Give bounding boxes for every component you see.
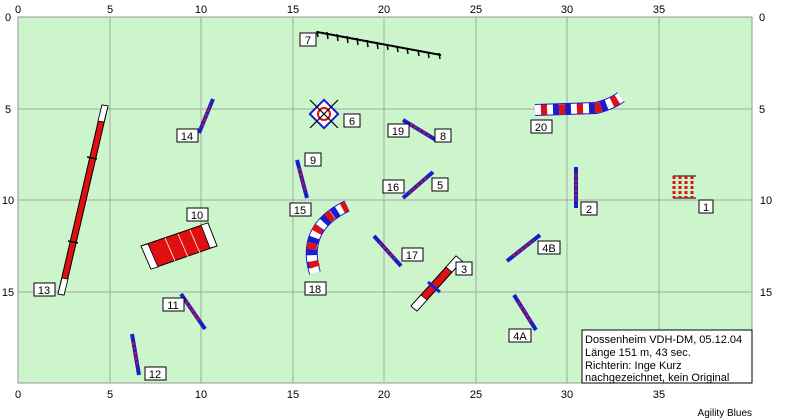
x-tick-label: 30 xyxy=(561,4,573,16)
jump-obstacle xyxy=(401,170,435,200)
svg-text:17: 17 xyxy=(406,250,418,262)
obstacle-label-3: 3 xyxy=(455,261,473,276)
obstacle-label-5: 5 xyxy=(431,177,449,192)
jump-obstacle xyxy=(130,333,141,376)
y-tick-label: 10 xyxy=(760,195,772,207)
svg-text:10: 10 xyxy=(191,210,203,222)
weave-poles-obstacle xyxy=(316,30,442,60)
table-obstacle xyxy=(308,98,340,130)
svg-text:20: 20 xyxy=(535,122,547,134)
svg-text:15: 15 xyxy=(294,205,306,217)
jump-obstacle xyxy=(372,234,403,268)
svg-text:4B: 4B xyxy=(542,243,555,255)
x-tick-label: 5 xyxy=(107,389,113,401)
obstacle-label-10: 10 xyxy=(186,207,209,222)
obstacle-label-16: 16 xyxy=(382,179,405,194)
x-tick-label: 25 xyxy=(470,4,482,16)
y-tick-label: 5 xyxy=(5,104,11,116)
tunnel-obstacle xyxy=(305,200,350,275)
svg-text:11: 11 xyxy=(167,300,178,312)
x-tick-label: 20 xyxy=(378,389,390,401)
x-tick-label: 35 xyxy=(653,4,665,16)
obstacle-label-13: 13 xyxy=(33,282,56,297)
x-tick-label: 25 xyxy=(470,389,482,401)
obstacle-label-7: 7 xyxy=(299,32,317,47)
svg-text:4A: 4A xyxy=(513,331,527,343)
svg-text:8: 8 xyxy=(440,131,446,143)
jump-obstacle xyxy=(179,292,207,331)
svg-text:6: 6 xyxy=(349,116,355,128)
obstacle-label-1: 1 xyxy=(698,199,714,214)
y-tick-label: 10 xyxy=(2,195,14,207)
obstacle-label-4a: 4A xyxy=(508,328,532,343)
obstacle-label-18: 18 xyxy=(304,281,327,296)
obstacle-label-19: 19 xyxy=(387,123,410,138)
svg-text:18: 18 xyxy=(309,284,321,296)
obstacle-label-20: 20 xyxy=(530,119,553,134)
svg-text:5: 5 xyxy=(437,180,443,192)
credit-label: Agility Blues xyxy=(698,408,752,419)
info-line-title: Dossenheim VDH-DM, 05.12.04 xyxy=(585,334,742,346)
obstacle-label-11: 11 xyxy=(162,297,185,312)
grid xyxy=(18,17,752,383)
svg-text:3: 3 xyxy=(461,264,467,276)
info-line-note: nachgezeichnet, kein Original xyxy=(585,372,729,384)
obstacle-label-12: 12 xyxy=(144,366,167,381)
x-tick-label: 35 xyxy=(653,389,665,401)
x-tick-label: 15 xyxy=(287,389,299,401)
obstacle-label-14: 14 xyxy=(176,128,199,143)
jump-obstacle xyxy=(197,98,215,134)
svg-text:9: 9 xyxy=(310,155,316,167)
y-tick-label: 5 xyxy=(759,104,765,116)
y-tick-label: 15 xyxy=(760,287,772,299)
tunnel-obstacle xyxy=(534,92,625,116)
svg-text:2: 2 xyxy=(586,204,592,216)
obstacle-label-9: 9 xyxy=(304,152,322,167)
x-tick-label: 5 xyxy=(107,4,113,16)
svg-text:14: 14 xyxy=(181,131,193,143)
x-tick-label: 0 xyxy=(15,4,21,16)
info-line-length: Länge 151 m, 43 sec. xyxy=(585,347,691,359)
info-line-judge: Richterin: Inge Kurz xyxy=(585,360,682,372)
obstacle-label-6: 6 xyxy=(343,113,361,128)
start-jump-obstacle xyxy=(672,175,696,199)
x-tick-label: 20 xyxy=(378,4,390,16)
obstacle-label-8: 8 xyxy=(434,128,452,143)
svg-text:12: 12 xyxy=(149,369,161,381)
svg-text:7: 7 xyxy=(305,35,311,47)
x-tick-label: 0 xyxy=(15,389,21,401)
jump-obstacle xyxy=(505,233,542,263)
x-tick-label: 15 xyxy=(287,4,299,16)
jump-obstacle xyxy=(295,159,309,199)
chute-obstacle xyxy=(140,222,218,270)
obstacle-label-4b: 4B xyxy=(537,240,561,255)
course-info-box: Dossenheim VDH-DM, 05.12.04 Länge 151 m,… xyxy=(581,329,753,384)
jump-obstacle xyxy=(512,293,538,332)
x-tick-label: 10 xyxy=(195,4,207,16)
y-tick-label: 15 xyxy=(2,287,14,299)
x-tick-label: 30 xyxy=(561,389,573,401)
svg-text:16: 16 xyxy=(387,182,399,194)
obstacle-label-15: 15 xyxy=(289,202,312,217)
obstacle-label-2: 2 xyxy=(580,201,598,216)
dogwalk-obstacle xyxy=(57,104,109,296)
y-tick-label: 0 xyxy=(5,12,11,24)
svg-text:1: 1 xyxy=(703,202,709,214)
svg-text:13: 13 xyxy=(38,285,50,297)
y-tick-label: 0 xyxy=(759,12,765,24)
obstacle-label-17: 17 xyxy=(401,247,424,262)
jump-obstacle xyxy=(401,118,438,142)
svg-text:19: 19 xyxy=(392,126,404,138)
seesaw-obstacle xyxy=(410,255,463,312)
x-tick-label: 10 xyxy=(195,389,207,401)
